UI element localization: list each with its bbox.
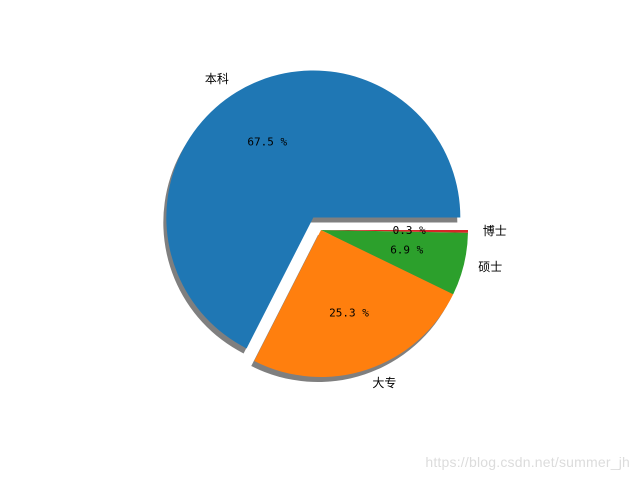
category-label-2: 硕士 bbox=[478, 260, 502, 274]
percent-label-3: 0.3 % bbox=[393, 224, 426, 237]
percent-label-0: 67.5 % bbox=[247, 135, 287, 148]
pie-slice-0 bbox=[166, 70, 461, 349]
category-label-1: 大专 bbox=[372, 375, 396, 390]
pie-labels: 本科 67.5 % 大专 25.3 % 硕士 6.9 % 博士 0.3 % bbox=[205, 72, 507, 390]
pie-slice-2 bbox=[321, 230, 468, 295]
category-label-3: 博士 bbox=[483, 223, 507, 238]
pie-slice-1 bbox=[254, 230, 454, 378]
pie-slice-3 bbox=[321, 230, 468, 233]
pie-slices bbox=[166, 70, 468, 378]
percent-label-1: 25.3 % bbox=[329, 307, 369, 320]
watermark-text: https://blog.csdn.net/summer_jh bbox=[425, 454, 630, 470]
percent-label-2: 6.9 % bbox=[390, 244, 423, 257]
category-label-0: 本科 bbox=[205, 72, 229, 86]
